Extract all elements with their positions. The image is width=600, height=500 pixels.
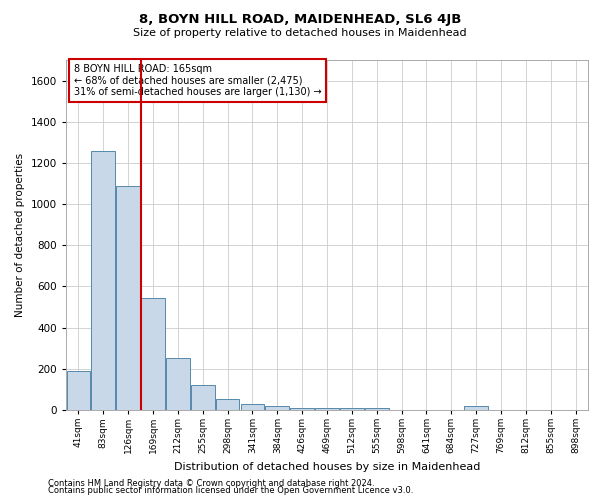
Bar xyxy=(464,406,488,410)
Bar xyxy=(365,408,389,410)
Text: 8 BOYN HILL ROAD: 165sqm
← 68% of detached houses are smaller (2,475)
31% of sem: 8 BOYN HILL ROAD: 165sqm ← 68% of detach… xyxy=(74,64,322,96)
Y-axis label: Number of detached properties: Number of detached properties xyxy=(15,153,25,317)
Text: 8, BOYN HILL ROAD, MAIDENHEAD, SL6 4JB: 8, BOYN HILL ROAD, MAIDENHEAD, SL6 4JB xyxy=(139,12,461,26)
Bar xyxy=(191,386,215,410)
Bar xyxy=(216,398,239,410)
Bar xyxy=(116,186,140,410)
Bar xyxy=(67,371,90,410)
Bar xyxy=(166,358,190,410)
Bar xyxy=(241,404,264,410)
Bar xyxy=(315,408,339,410)
Bar xyxy=(340,408,364,410)
Bar xyxy=(290,408,314,410)
Bar xyxy=(91,150,115,410)
Bar xyxy=(141,298,165,410)
Text: Size of property relative to detached houses in Maidenhead: Size of property relative to detached ho… xyxy=(133,28,467,38)
Text: Contains public sector information licensed under the Open Government Licence v3: Contains public sector information licen… xyxy=(48,486,413,495)
X-axis label: Distribution of detached houses by size in Maidenhead: Distribution of detached houses by size … xyxy=(174,462,480,471)
Bar xyxy=(265,406,289,410)
Text: Contains HM Land Registry data © Crown copyright and database right 2024.: Contains HM Land Registry data © Crown c… xyxy=(48,478,374,488)
